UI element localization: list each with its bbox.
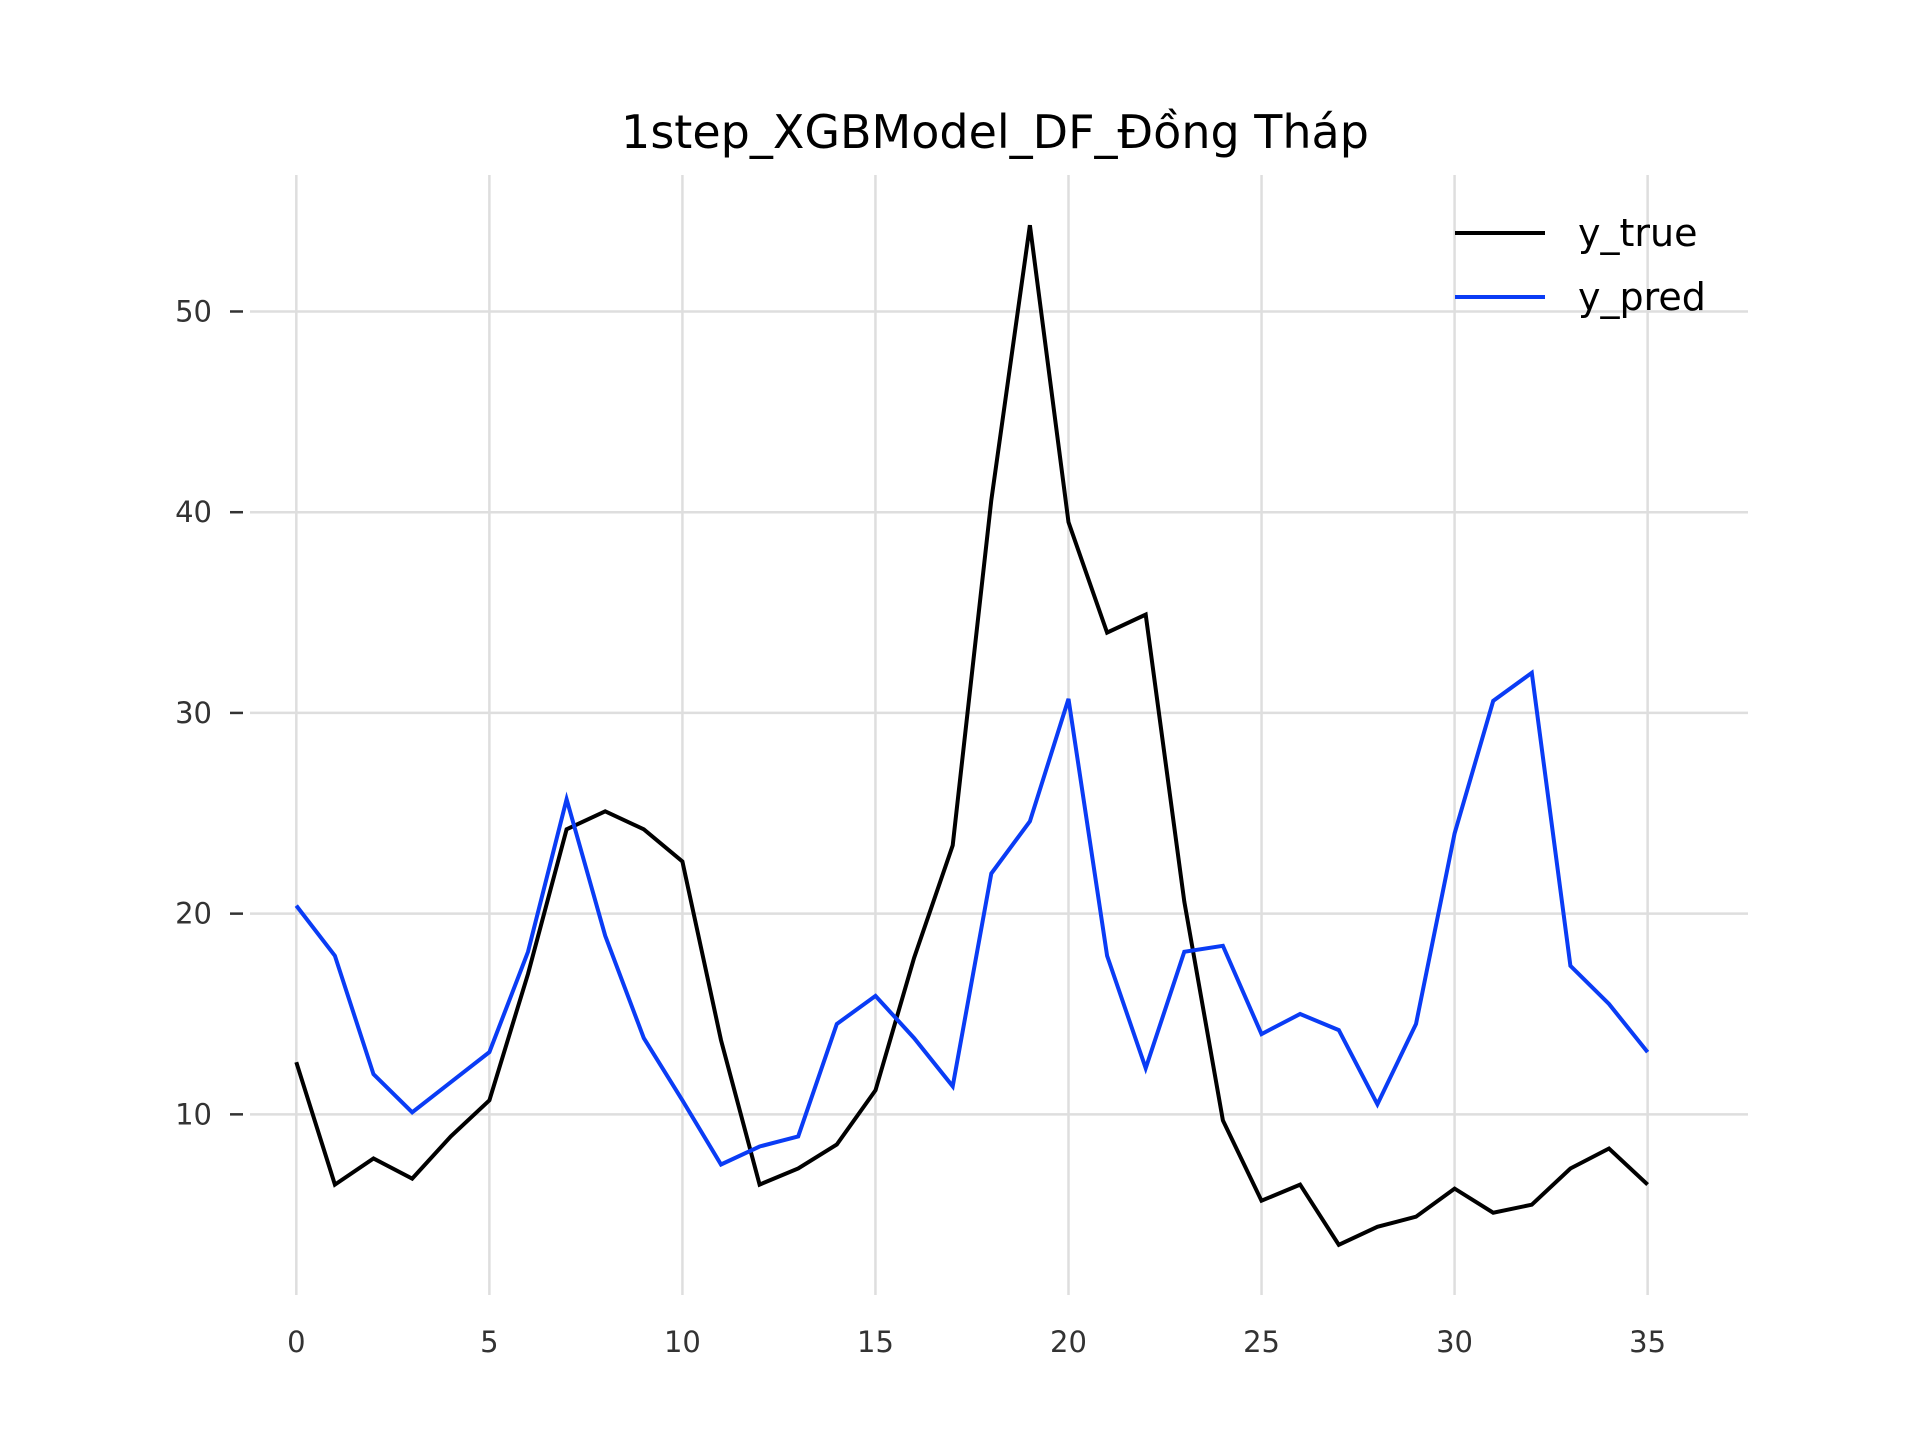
x-tick-label: 35 bbox=[1629, 1325, 1666, 1359]
series-lines bbox=[294, 224, 1650, 1248]
x-tick-label: 0 bbox=[287, 1325, 305, 1359]
legend-label-y-true: y_true bbox=[1578, 211, 1697, 255]
y-tick-label: 40 bbox=[175, 495, 212, 529]
x-tick-label: 25 bbox=[1243, 1325, 1280, 1359]
y-tick-label: 50 bbox=[175, 294, 212, 328]
y-gridlines bbox=[250, 310, 1748, 1116]
x-gridlines bbox=[295, 175, 1649, 1295]
x-tick-label: 5 bbox=[480, 1325, 498, 1359]
series-line-y-pred bbox=[294, 669, 1650, 1168]
x-axis: 0 5 10 15 20 25 30 35 bbox=[287, 1325, 1666, 1359]
x-tick-label: 10 bbox=[664, 1325, 701, 1359]
legend: y_true y_pred bbox=[1455, 211, 1706, 319]
y-tick-label: 30 bbox=[175, 696, 212, 730]
y-axis: 10 20 30 40 50 bbox=[175, 294, 243, 1131]
series-line-y-true bbox=[294, 224, 1649, 1248]
chart-title: 1step_XGBModel_DF_Đồng Tháp bbox=[621, 105, 1369, 159]
legend-label-y-pred: y_pred bbox=[1578, 275, 1706, 319]
x-tick-label: 15 bbox=[857, 1325, 894, 1359]
y-tick-label: 20 bbox=[175, 897, 212, 931]
x-tick-label: 20 bbox=[1050, 1325, 1087, 1359]
y-tick-label: 10 bbox=[175, 1097, 212, 1131]
x-tick-label: 30 bbox=[1436, 1325, 1473, 1359]
